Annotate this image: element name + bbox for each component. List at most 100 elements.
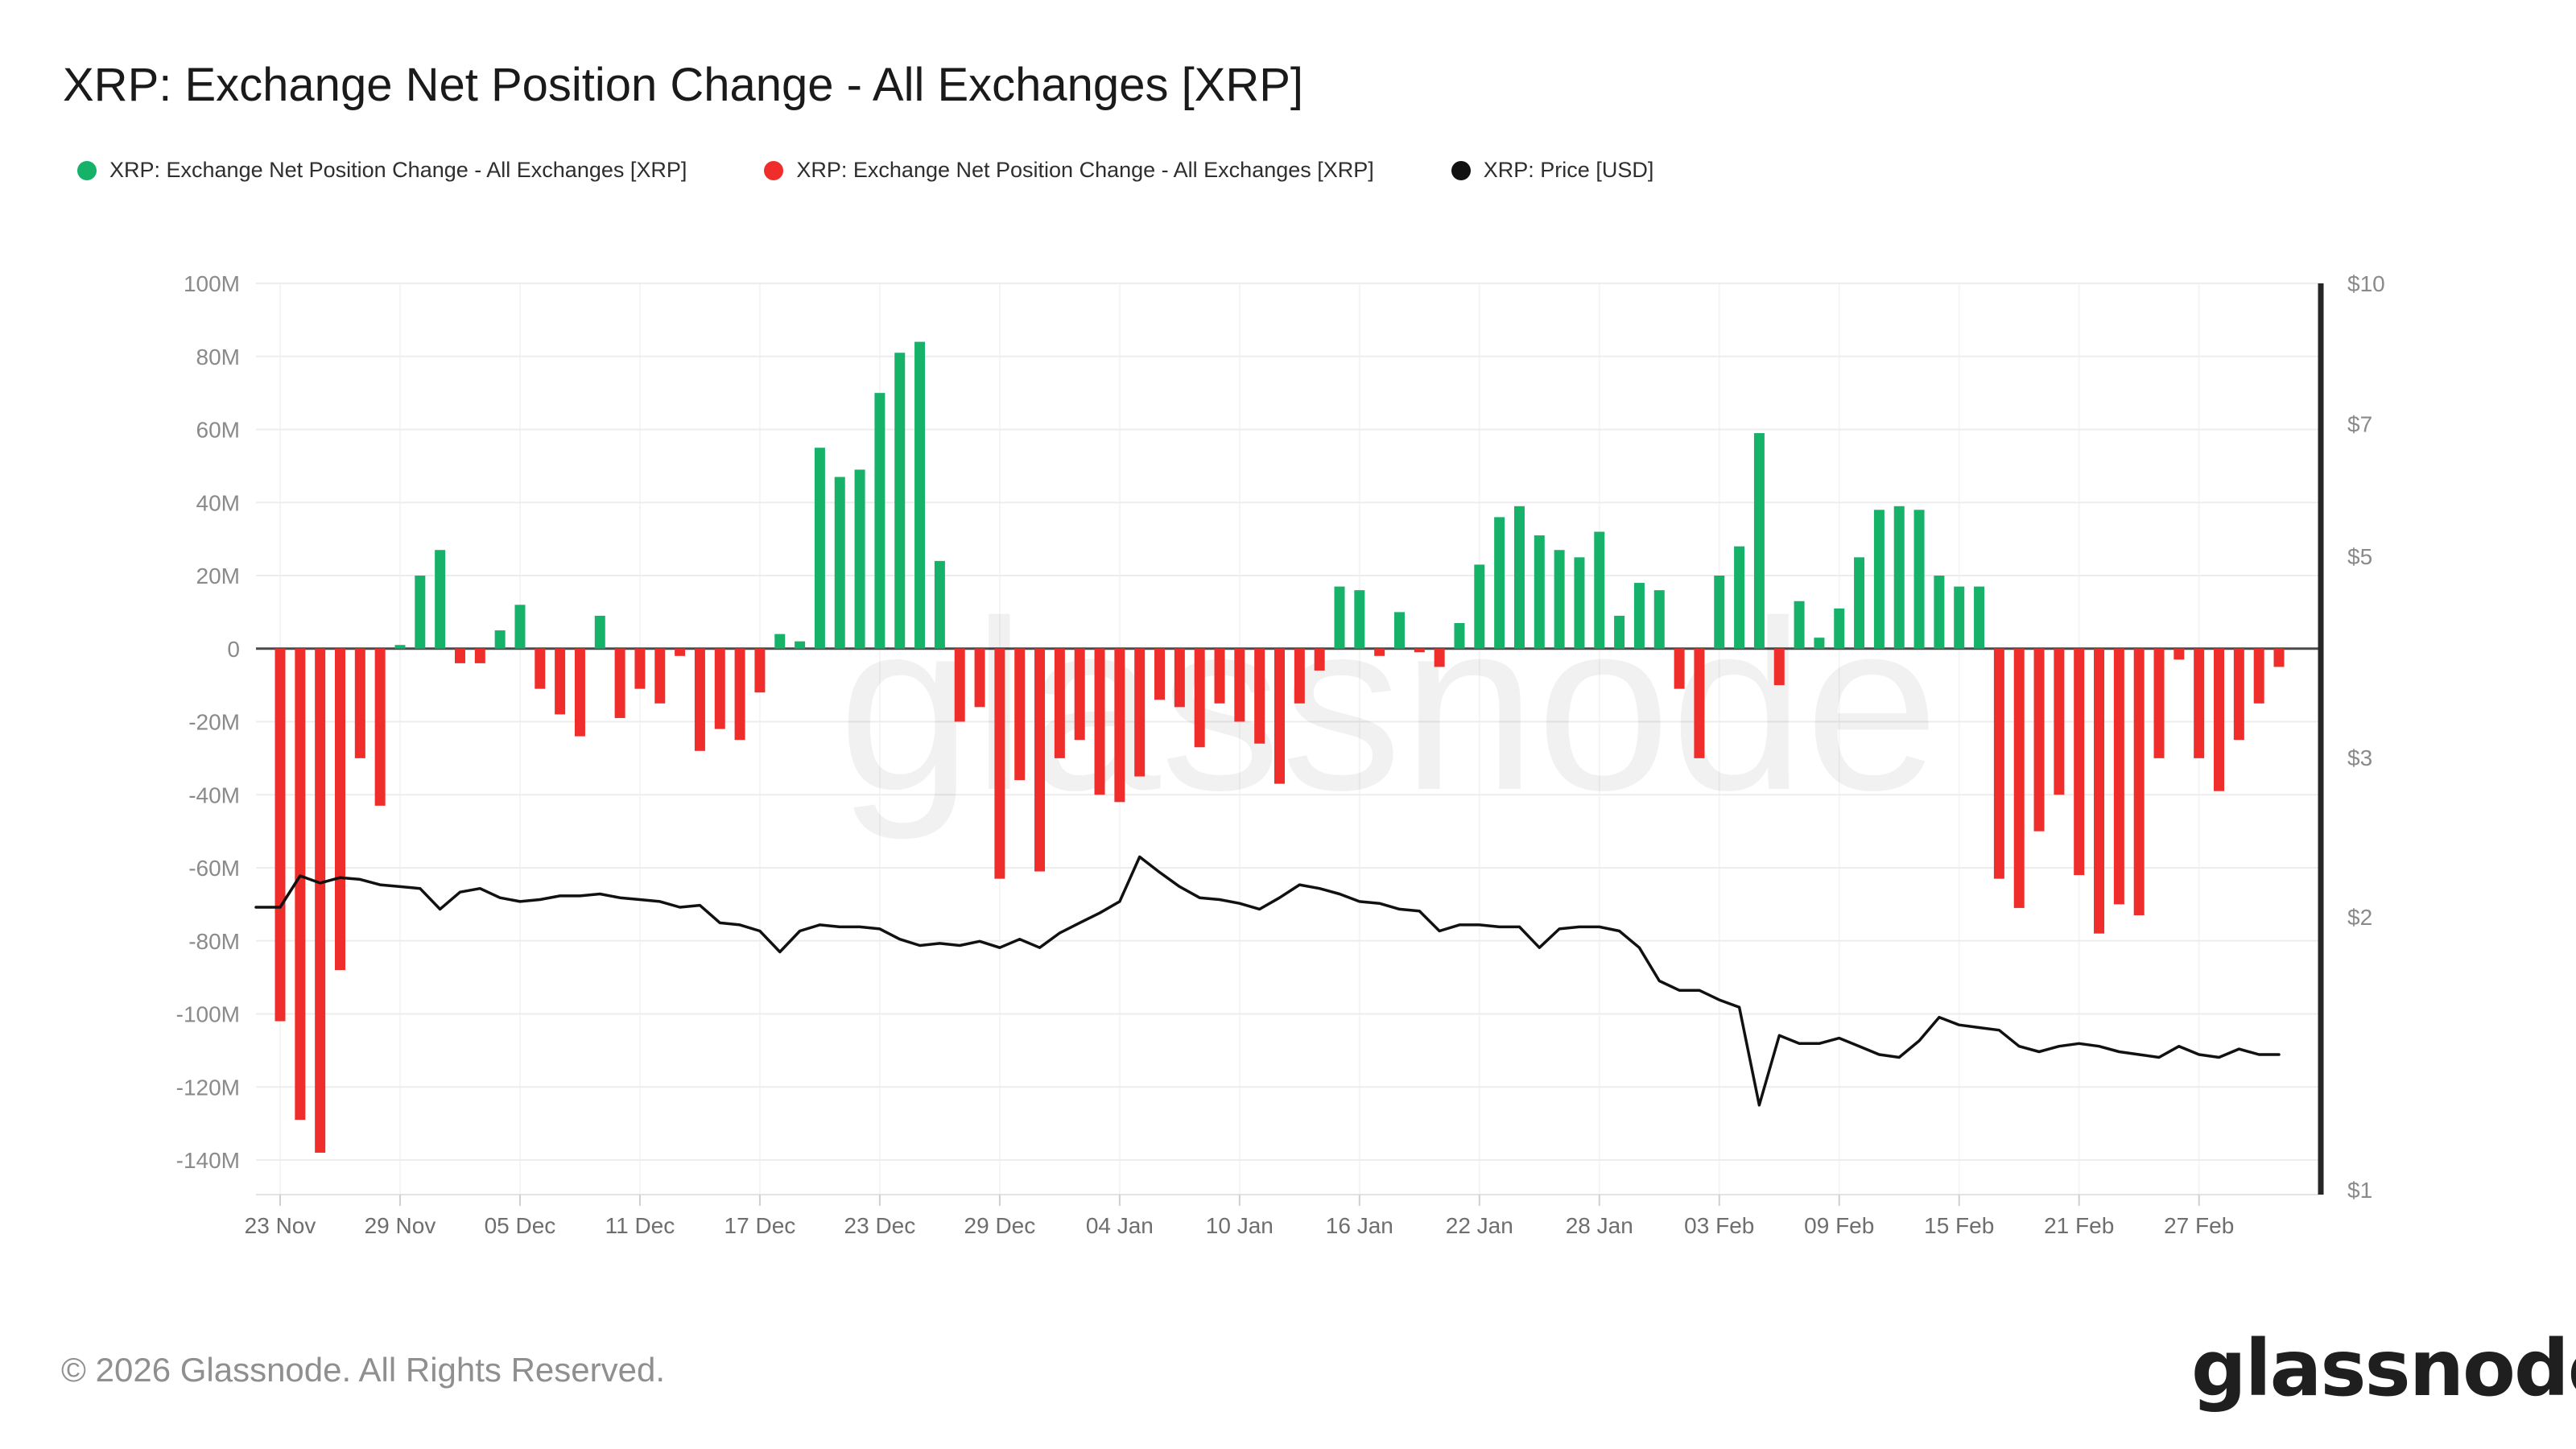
legend-item-net-change-negative[interactable]: XRP: Exchange Net Position Change - All … (764, 158, 1374, 183)
bar-10 Dec[interactable] (614, 648, 625, 718)
bar-23 Dec[interactable] (874, 393, 886, 649)
price-line[interactable] (254, 855, 2281, 1107)
bar-03 Feb[interactable] (1714, 576, 1725, 649)
bar-07 Feb[interactable] (1794, 601, 1805, 649)
bar-09 Dec[interactable] (594, 615, 605, 649)
bar-11 Feb[interactable] (1873, 510, 1885, 649)
bar-10 Jan[interactable] (1234, 648, 1245, 722)
bar-24 Jan[interactable] (1513, 506, 1525, 649)
bar-27 Feb[interactable] (2194, 648, 2205, 758)
bar-08 Feb[interactable] (1814, 638, 1825, 649)
bar-04 Dec[interactable] (494, 630, 506, 649)
bar-01 Dec[interactable] (435, 550, 446, 649)
bar-14 Dec[interactable] (694, 648, 705, 751)
glassnode-logo[interactable]: glassnode (2191, 1323, 2576, 1414)
bar-07 Jan[interactable] (1174, 648, 1185, 708)
bar-28 Dec[interactable] (974, 648, 985, 708)
bar-02 Jan[interactable] (1074, 648, 1085, 741)
bar-12 Jan[interactable] (1274, 648, 1285, 784)
bar-05 Feb[interactable] (1753, 433, 1765, 649)
bar-02 Feb[interactable] (1694, 648, 1705, 758)
bar-19 Jan[interactable] (1414, 648, 1425, 653)
bar-01 Mar[interactable] (2233, 648, 2244, 741)
bar-15 Dec[interactable] (714, 648, 725, 729)
bar-03 Jan[interactable] (1094, 648, 1105, 795)
bar-02 Dec[interactable] (454, 648, 465, 663)
bar-21 Dec[interactable] (834, 477, 845, 649)
net-position-change-bars[interactable] (275, 341, 2285, 1153)
bar-03 Dec[interactable] (474, 648, 485, 663)
bar-05 Dec[interactable] (514, 605, 526, 649)
bar-13 Dec[interactable] (675, 648, 686, 656)
bar-19 Feb[interactable] (2033, 648, 2045, 832)
bar-28 Feb[interactable] (2214, 648, 2225, 791)
bar-09 Jan[interactable] (1214, 648, 1225, 704)
bar-04 Feb[interactable] (1734, 546, 1745, 649)
bar-20 Dec[interactable] (814, 448, 825, 649)
bar-24 Dec[interactable] (894, 353, 906, 649)
bar-12 Dec[interactable] (654, 648, 666, 704)
bar-25 Nov[interactable] (315, 648, 326, 1153)
bar-17 Jan[interactable] (1374, 648, 1385, 656)
bar-08 Jan[interactable] (1194, 648, 1205, 748)
bar-20 Jan[interactable] (1434, 648, 1445, 667)
bar-01 Jan[interactable] (1054, 648, 1065, 758)
bar-25 Dec[interactable] (914, 341, 926, 649)
bar-26 Feb[interactable] (2174, 648, 2185, 660)
bar-22 Jan[interactable] (1474, 564, 1485, 649)
bar-13 Feb[interactable] (1913, 510, 1925, 649)
bar-24 Feb[interactable] (2133, 648, 2145, 915)
bar-08 Dec[interactable] (574, 648, 585, 737)
bar-15 Jan[interactable] (1334, 586, 1345, 649)
bar-16 Feb[interactable] (1974, 586, 1985, 649)
bar-26 Dec[interactable] (934, 560, 945, 649)
bar-19 Dec[interactable] (795, 641, 806, 649)
bar-10 Feb[interactable] (1854, 557, 1865, 649)
bar-31 Jan[interactable] (1653, 590, 1665, 649)
bar-17 Dec[interactable] (754, 648, 766, 693)
bar-12 Feb[interactable] (1893, 506, 1905, 649)
bar-31 Dec[interactable] (1034, 648, 1046, 872)
bar-04 Jan[interactable] (1114, 648, 1125, 803)
bar-23 Nov[interactable] (275, 648, 286, 1022)
bar-18 Jan[interactable] (1393, 612, 1405, 649)
bar-14 Feb[interactable] (1934, 576, 1945, 649)
bar-30 Nov[interactable] (415, 576, 426, 649)
bar-09 Feb[interactable] (1834, 608, 1845, 649)
legend-item-net-change-positive[interactable]: XRP: Exchange Net Position Change - All … (77, 158, 687, 183)
bar-26 Jan[interactable] (1554, 550, 1565, 649)
bar-18 Feb[interactable] (2013, 648, 2025, 908)
bar-11 Dec[interactable] (634, 648, 646, 689)
bar-07 Dec[interactable] (555, 648, 566, 715)
bar-13 Jan[interactable] (1294, 648, 1305, 704)
bar-02 Mar[interactable] (2253, 648, 2264, 704)
bar-30 Jan[interactable] (1633, 583, 1645, 649)
bar-26 Nov[interactable] (334, 648, 345, 971)
bar-23 Feb[interactable] (2113, 648, 2124, 905)
bar-25 Jan[interactable] (1534, 535, 1545, 649)
bar-23 Jan[interactable] (1494, 517, 1505, 649)
bar-05 Jan[interactable] (1134, 648, 1146, 777)
bar-29 Jan[interactable] (1614, 615, 1625, 649)
bar-06 Feb[interactable] (1773, 648, 1785, 686)
bar-14 Jan[interactable] (1314, 648, 1325, 671)
bar-22 Dec[interactable] (854, 469, 865, 649)
bar-16 Jan[interactable] (1354, 590, 1365, 649)
bar-25 Feb[interactable] (2153, 648, 2165, 758)
bar-01 Feb[interactable] (1674, 648, 1685, 689)
bar-28 Nov[interactable] (374, 648, 386, 806)
bar-29 Dec[interactable] (994, 648, 1005, 879)
bar-16 Dec[interactable] (734, 648, 745, 741)
bar-21 Jan[interactable] (1454, 622, 1465, 649)
bar-28 Jan[interactable] (1594, 531, 1605, 649)
bar-06 Jan[interactable] (1154, 648, 1166, 700)
bar-11 Jan[interactable] (1254, 648, 1265, 744)
bar-27 Dec[interactable] (954, 648, 965, 722)
bar-06 Dec[interactable] (535, 648, 546, 689)
bar-30 Dec[interactable] (1014, 648, 1026, 781)
bar-20 Feb[interactable] (2054, 648, 2065, 795)
legend-item-price[interactable]: XRP: Price [USD] (1451, 158, 1653, 183)
bar-17 Feb[interactable] (1993, 648, 2004, 879)
bar-03 Mar[interactable] (2273, 648, 2285, 667)
